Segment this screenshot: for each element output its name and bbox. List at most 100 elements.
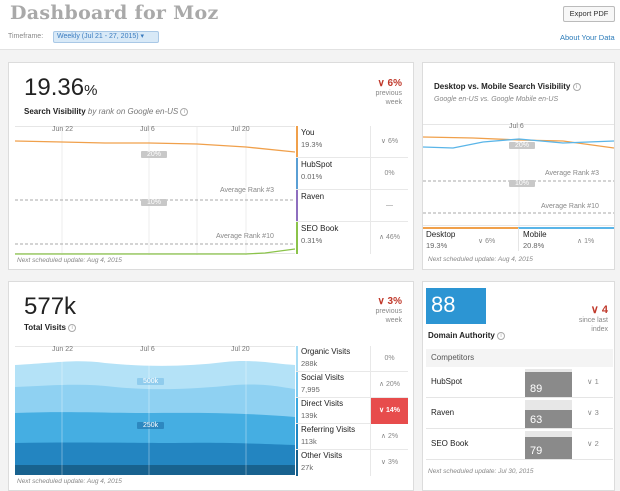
x-label: Jul 20	[231, 126, 250, 133]
legend-name: HubSpot	[301, 160, 333, 169]
seo-book-line	[15, 248, 295, 255]
legend-value: 27k	[301, 463, 314, 472]
legend-name: SEO Book	[301, 224, 339, 233]
legend-name: Other Visits	[301, 451, 343, 460]
mobile-change: ∧ 1%	[577, 238, 595, 245]
info-icon[interactable]: i	[68, 323, 77, 332]
series-swatch	[296, 158, 298, 189]
domain-authority-label: Domain Authority i	[428, 331, 506, 340]
series-swatch	[296, 424, 298, 449]
legend-social[interactable]: Social Visits 7,995 ∧ 20%	[296, 372, 408, 398]
legend-change: ∧ 2%	[370, 424, 408, 450]
visits-value: 577k	[24, 293, 77, 320]
x-label: Jul 6	[140, 346, 155, 353]
visibility-footnote: Next scheduled update: Aug 4, 2015	[17, 257, 122, 264]
legend-change: 0%	[370, 158, 408, 190]
mobile-legend[interactable]: Mobile 20.8% ∧ 1%	[518, 227, 614, 251]
visits-change: ∨ 3% previous week	[375, 296, 402, 324]
legend-change: ∧ 46%	[370, 222, 408, 254]
legend-change: ∧ 20%	[370, 372, 408, 398]
page-title: Dashboard for Moz	[10, 2, 219, 24]
export-pdf-button[interactable]: Export PDF	[563, 6, 615, 22]
legend-name: Organic Visits	[301, 347, 351, 356]
competitor-score: 89	[530, 383, 543, 395]
avg-rank-10-label: Average Rank #10	[541, 203, 599, 210]
legend-change: —	[370, 190, 408, 222]
x-label: Jul 6	[140, 126, 155, 133]
timeframe-select[interactable]: Weekly (Jul 21 - 27, 2015) ▾	[53, 31, 159, 43]
legend-name: You	[301, 128, 315, 137]
legend-seo-book[interactable]: SEO Book 0.31% ∧ 46%	[296, 222, 408, 254]
top-bar: Dashboard for Moz Export PDF Timeframe: …	[0, 0, 620, 50]
gridline-label-20: 20%	[509, 142, 536, 149]
gridline-label-250k: 250k	[137, 422, 165, 429]
competitor-name: HubSpot	[431, 377, 463, 386]
legend-direct[interactable]: Direct Visits 139k ∨ 14%	[296, 398, 408, 424]
avg-rank-10-label: Average Rank #10	[216, 233, 274, 240]
legend-you[interactable]: You 19.3% ∨ 6%	[296, 126, 408, 158]
legend-value: 19.3%	[301, 140, 323, 149]
gridline-label-10: 10%	[509, 180, 536, 187]
competitor-row-seo-book[interactable]: SEO Book 79 ∨ 2	[426, 429, 613, 460]
competitor-row-hubspot[interactable]: HubSpot 89 ∨ 1	[426, 367, 613, 398]
desktop-mobile-title: Desktop vs. Mobile Search Visibility i	[434, 82, 581, 91]
legend-value: 7,995	[301, 385, 320, 394]
legend-value: 139k	[301, 411, 318, 420]
legend-value: 0.31%	[301, 236, 323, 245]
competitor-score: 79	[530, 445, 543, 457]
legend-hubspot[interactable]: HubSpot 0.01% 0%	[296, 158, 408, 190]
competitor-score: 63	[530, 414, 543, 426]
competitors-header: Competitors	[426, 349, 613, 367]
competitor-row-raven[interactable]: Raven 63 ∨ 3	[426, 398, 613, 429]
competitor-score-fill	[525, 436, 572, 459]
visits-label: Total Visits i	[24, 323, 77, 332]
legend-value: 288k	[301, 359, 318, 368]
legend-name: Direct Visits	[301, 399, 344, 408]
legend-change: 0%	[370, 346, 408, 372]
desktop-line	[423, 136, 614, 149]
info-icon[interactable]: i	[180, 107, 189, 116]
series-swatch	[296, 126, 298, 157]
competitor-change: ∨ 1	[587, 377, 599, 386]
competitor-score-bar	[525, 400, 572, 428]
competitor-change: ∨ 2	[587, 439, 599, 448]
other-area	[15, 465, 295, 475]
legend-change: ∨ 6%	[370, 126, 408, 158]
series-swatch	[296, 190, 298, 221]
x-label: Jul 20	[231, 346, 250, 353]
desktop-legend[interactable]: Desktop 19.3% ∨ 6%	[423, 227, 518, 251]
legend-other[interactable]: Other Visits 27k ∨ 3%	[296, 450, 408, 476]
gridline-label-20: 20%	[141, 151, 168, 158]
series-swatch	[296, 222, 298, 254]
info-icon[interactable]: i	[572, 82, 581, 91]
timeframe-label: Timeframe:	[8, 33, 44, 40]
visibility-chart: Jun 22 Jul 6 Jul 20 20% 10% Average Rank…	[15, 126, 295, 255]
desktop-label: Desktop	[426, 230, 456, 239]
competitor-name: SEO Book	[431, 439, 469, 448]
series-swatch	[296, 346, 298, 371]
legend-value: 113k	[301, 437, 317, 446]
legend-organic[interactable]: Organic Visits 288k 0%	[296, 346, 408, 372]
avg-rank-3-label: Average Rank #3	[220, 187, 274, 194]
desktop-mobile-footnote: Next scheduled update: Aug 4, 2015	[428, 256, 533, 263]
domain-authority-score: 88	[426, 288, 486, 324]
info-icon[interactable]: i	[497, 331, 506, 340]
legend-value: 0.01%	[301, 172, 323, 181]
domain-authority-footnote: Next scheduled update: Jul 30, 2015	[428, 468, 534, 475]
legend-raven[interactable]: Raven —	[296, 190, 408, 222]
desktop-mobile-sublabel: Google en-US vs. Google Mobile en-US	[434, 96, 559, 103]
visibility-change: ∨ 6% previous week	[375, 78, 402, 106]
domain-authority-change: ∨ 4 since last index	[578, 304, 608, 333]
visibility-value: 19.36%	[24, 74, 98, 101]
desktop-change: ∨ 6%	[478, 238, 496, 245]
competitor-score-fill	[525, 410, 572, 428]
competitor-name: Raven	[431, 408, 455, 417]
about-data-link[interactable]: About Your Data	[560, 33, 615, 42]
competitor-score-fill	[525, 372, 572, 397]
visits-footnote: Next scheduled update: Aug 4, 2015	[17, 478, 122, 485]
legend-name: Social Visits	[301, 373, 344, 382]
mobile-label: Mobile	[523, 230, 547, 239]
legend-referring[interactable]: Referring Visits 113k ∧ 2%	[296, 424, 408, 450]
x-label: Jun 22	[52, 346, 74, 353]
legend-name: Raven	[301, 192, 325, 201]
